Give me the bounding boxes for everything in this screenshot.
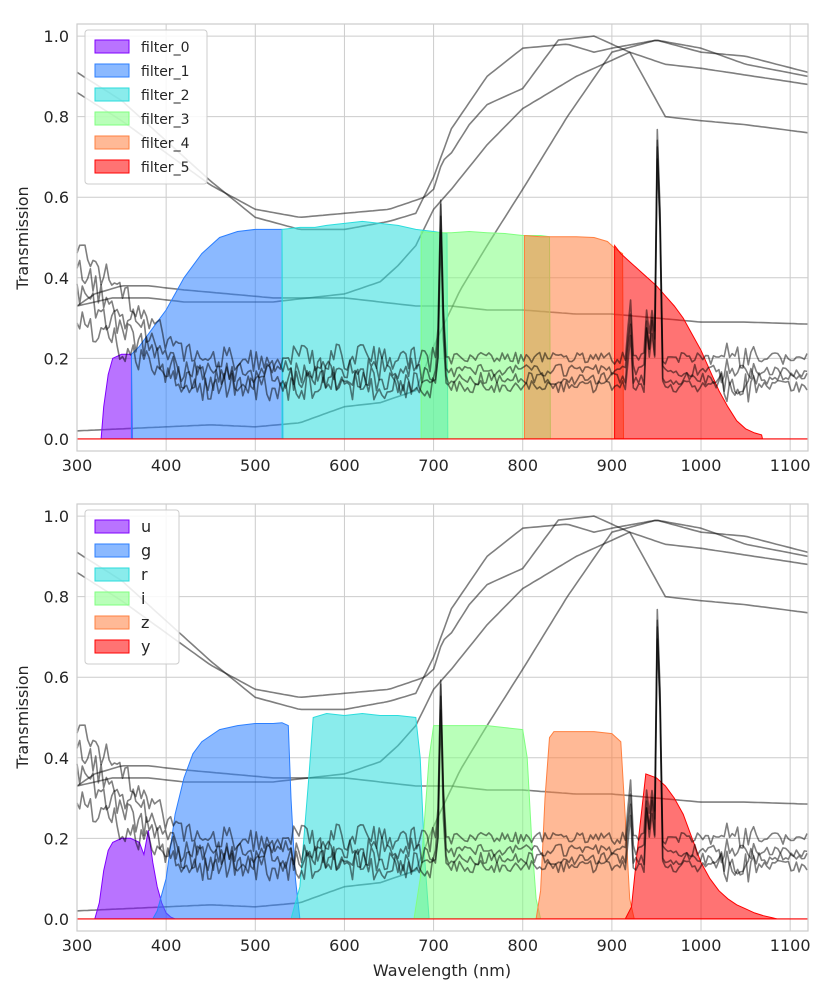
top-ytick-label: 0.8 [44,108,69,127]
filter-area-filter_0 [100,353,133,440]
filter-area-r [290,712,430,920]
filter-area-filter_1 [130,228,284,440]
bottom-ticks: 300 400 500 600 700 800 900 1000 1100 0.0 0.2 0.4 0.… [44,507,811,955]
filter-area-y [624,773,777,920]
top-ytick-label: 0.2 [44,349,69,368]
legend-swatch-filter_4 [94,135,130,150]
bottom-xtick-label: 1000 [681,936,722,955]
legend-label-r: r [141,565,148,584]
legend-swatch-filter_0 [94,39,130,54]
top-noisy-spectra [76,128,808,403]
filter-area-filter_4 [524,234,625,440]
legend-label-u: u [141,517,151,536]
top-xtick-label: 800 [507,456,538,475]
background-noisy-4 [76,638,808,883]
background-noisy-4 [76,158,808,403]
bottom-xtick-label: 400 [151,936,182,955]
top-ytick-label: 0.4 [44,269,69,288]
legend-swatch-g [94,543,130,558]
legend-swatch-i [94,591,130,606]
bottom-xtick-label: 500 [240,936,271,955]
bottom-ylabel: Transmission [13,665,32,769]
legend-swatch-u [94,519,130,534]
top-panel: 300 400 500 600 700 800 900 1000 1100 0.0 0.2 0.4 0.… [13,23,811,475]
bottom-ytick-label: 0.4 [44,749,69,768]
top-xtick-label: 300 [62,456,93,475]
legend-label-g: g [141,541,151,560]
top-ticks: 300 400 500 600 700 800 900 1000 1100 0.0 0.2 0.4 0.… [44,27,811,475]
legend-label-filter_5: filter_5 [141,160,189,176]
bottom-noisy-spectra [76,608,808,883]
bottom-ytick-label: 0.2 [44,829,69,848]
legend-label-filter_2: filter_2 [141,88,189,104]
top-xtick-label: 900 [597,456,628,475]
legend-swatch-r [94,567,130,582]
bottom-xlabel: Wavelength (nm) [373,961,511,980]
top-xtick-label: 500 [240,456,271,475]
top-xtick-label: 1100 [770,456,811,475]
top-ytick-label: 1.0 [44,27,69,46]
background-spectrum-a [76,519,809,711]
legend-swatch-filter_3 [94,111,130,126]
legend-swatch-filter_5 [94,159,130,174]
top-axes-frame [76,23,809,452]
legend-label-filter_0: filter_0 [141,40,189,56]
bottom-ytick-label: 0.8 [44,588,69,607]
bottom-axes-frame [76,503,809,932]
legend-swatch-z [94,615,130,630]
bottom-xtick-label: 800 [507,936,538,955]
bottom-xtick-label: 900 [597,936,628,955]
legend-swatch-y [94,639,130,654]
legend-label-filter_4: filter_4 [141,136,190,152]
top-legend: filter_0 filter_1 filter_2 filter_3 filter_4… [84,29,208,185]
bottom-ytick-label: 0.6 [44,668,69,687]
legend-label-filter_1: filter_1 [141,64,189,80]
bottom-xtick-label: 1100 [770,936,811,955]
filter-area-z [535,731,635,920]
legend-label-filter_3: filter_3 [141,112,189,128]
top-ylabel: Transmission [13,186,32,290]
top-ytick-label: 0.0 [44,430,69,449]
legend-label-y: y [141,637,150,656]
bottom-xtick-label: 700 [418,936,449,955]
background-spectrum-b [76,515,809,699]
legend-swatch-filter_2 [94,87,130,102]
bottom-xtick-label: 600 [329,936,360,955]
top-xtick-label: 1000 [681,456,722,475]
filter-area-g [151,722,301,920]
filter-area-filter_5 [614,244,764,440]
bottom-xtick-label: 300 [62,936,93,955]
top-xtick-label: 700 [418,456,449,475]
legend-swatch-filter_1 [94,63,130,78]
top-ytick-label: 0.6 [44,188,69,207]
filter-area-i [413,725,542,920]
legend-label-i: i [141,589,145,608]
top-xtick-label: 600 [329,456,360,475]
top-xtick-label: 400 [151,456,182,475]
bottom-ytick-label: 0.0 [44,910,69,929]
legend-label-z: z [141,613,149,632]
bottom-panel: 300 400 500 600 700 800 900 1000 1100 0.0 0.2 0.4 0.… [13,503,811,980]
top-filter-areas [77,220,808,440]
bottom-ytick-label: 1.0 [44,507,69,526]
